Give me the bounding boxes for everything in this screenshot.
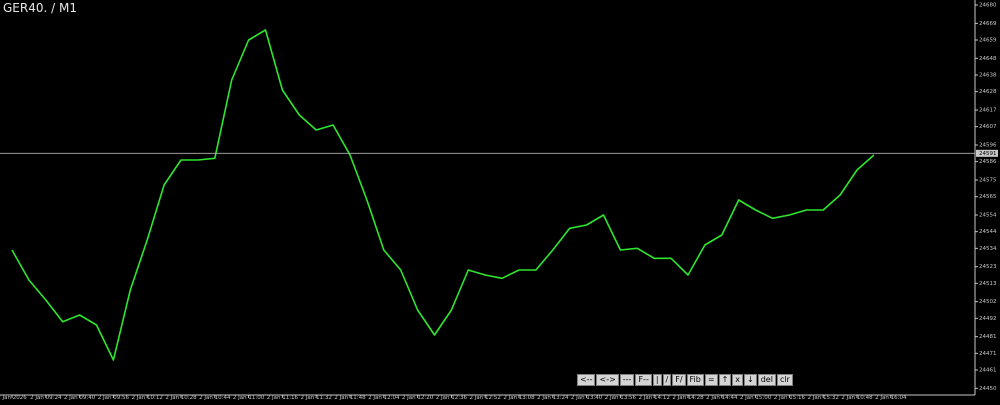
y-tick-label: 24450 [979, 386, 997, 392]
y-tick-label: 24648 [979, 56, 997, 62]
x-tick-label: 2 Jan 11:48 [334, 395, 366, 401]
y-tick-label: 24502 [979, 299, 997, 305]
x-tick-label: 2 Jan 10:12 [132, 395, 163, 401]
y-tick-label: 24471 [979, 351, 997, 357]
y-tick-label: 24492 [979, 316, 997, 322]
toolbar-button[interactable]: ↑ [718, 374, 732, 386]
x-tick-label: 2 Jan 11:32 [301, 395, 332, 401]
x-tick-label: 2 Jan 09:24 [30, 395, 62, 401]
y-tick-label: 24596 [979, 143, 997, 149]
drawing-toolbar: <-- <-> --- F-- | / F/Fib = ↑ x ↓ del clr [577, 374, 793, 386]
toolbar-button[interactable]: ↓ [744, 374, 757, 386]
y-tick-label: 24680 [979, 3, 997, 9]
y-tick-label: 24628 [979, 89, 997, 95]
x-tick-label: 2 Jan 09:56 [98, 395, 130, 401]
x-tick-label: 2 Jan 10:44 [199, 395, 231, 401]
x-tick-label: 2 Jan 14:28 [672, 395, 704, 401]
y-tick-label: 24534 [979, 246, 997, 252]
toolbar-button[interactable]: F-- [635, 374, 652, 386]
toolbar-button[interactable]: Fib [686, 374, 704, 386]
y-tick-label: 24607 [979, 124, 997, 130]
x-tick-label: 2 Jan 13:40 [571, 395, 603, 401]
current-price-label: 24591 [979, 151, 997, 157]
y-tick-label: 24565 [979, 194, 997, 200]
toolbar-button[interactable]: del [757, 374, 776, 386]
x-tick-label: 2 Jan 13:08 [503, 395, 535, 401]
x-tick-label: 2 Jan 13:24 [537, 395, 569, 401]
toolbar-button[interactable]: | [652, 374, 662, 386]
y-tick-label: 24659 [979, 38, 997, 44]
x-tick-label: 2 Jan 10:28 [165, 395, 197, 401]
x-tick-label: 2 Jan 14:44 [706, 395, 738, 401]
toolbar-button[interactable]: = [704, 374, 718, 386]
x-tick-label: 2 Jan 12:04 [368, 395, 400, 401]
x-tick-label: 2 Jan 12:52 [470, 395, 501, 401]
x-tick-label: 2 Jan 13:56 [605, 395, 637, 401]
current-price-box [976, 149, 998, 157]
x-tick-label: 2 Jan 09:40 [64, 395, 96, 401]
y-tick-label: 24586 [979, 159, 997, 165]
toolbar-button[interactable]: <-> [596, 374, 619, 386]
x-tick-label: 2 Jan 11:00 [233, 395, 265, 401]
x-tick-label: 2 Jan 14:12 [639, 395, 670, 401]
x-tick-label: 2 Jan 15:00 [740, 395, 772, 401]
y-tick-label: 24638 [979, 73, 997, 79]
x-tick-label: 2 Jan 12:20 [402, 395, 434, 401]
x-tick-label: 2 Jan 12:36 [436, 395, 468, 401]
x-tick-label: 2 Jan 15:16 [774, 395, 806, 401]
x-tick-label: 2 Jan 10:48 [841, 395, 873, 401]
x-tick-label: 2 Jan 2026 [0, 395, 27, 401]
toolbar-button[interactable]: x [732, 374, 743, 386]
y-tick-label: 24481 [979, 334, 997, 340]
y-tick-label: 24617 [979, 108, 997, 114]
y-tick-label: 24523 [979, 264, 997, 270]
toolbar-button[interactable]: clr [776, 374, 793, 386]
toolbar-button[interactable]: F/ [672, 374, 686, 386]
x-tick-label: 2 Jan 16:04 [875, 395, 907, 401]
y-tick-label: 24513 [979, 281, 997, 287]
y-tick-label: 24575 [979, 178, 997, 184]
toolbar-button[interactable]: / [662, 374, 672, 386]
chart-title: GER40. / M1 [3, 1, 77, 15]
x-tick-label: 2 Jan 15:32 [808, 395, 839, 401]
toolbar-button[interactable]: --- [619, 374, 635, 386]
y-tick-label: 24554 [979, 213, 997, 219]
y-tick-label: 24461 [979, 368, 997, 374]
x-tick-label: 2 Jan 11:16 [267, 395, 299, 401]
y-tick-label: 24669 [979, 21, 997, 27]
price-line [11, 29, 875, 361]
toolbar-button[interactable]: <-- [577, 374, 596, 386]
y-tick-label: 24544 [979, 229, 997, 235]
